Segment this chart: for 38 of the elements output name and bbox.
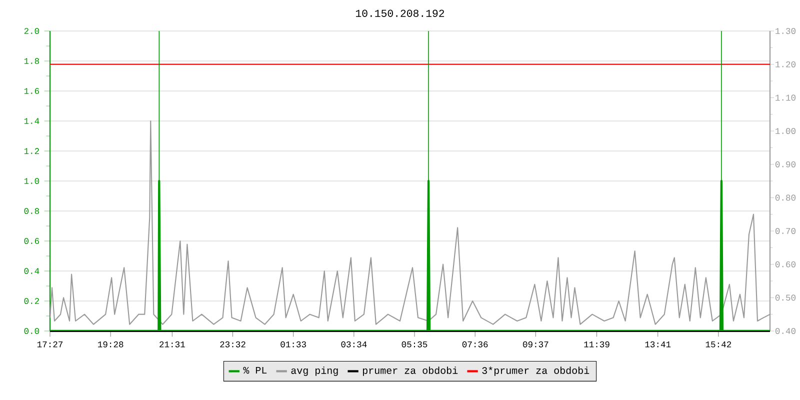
x-tick-label: 05:35 — [402, 341, 428, 348]
x-tick-label: 21:31 — [160, 341, 185, 348]
y-tick-label: 1.6 — [24, 88, 40, 94]
y2-tick-label: 0.80 — [775, 194, 796, 201]
legend-label: 3*prumer za obdobi — [482, 366, 590, 376]
y2-tick-label: 0.50 — [775, 294, 796, 301]
x-tick-label: 01:33 — [280, 341, 306, 348]
x-tick-label: 17:27 — [37, 341, 63, 348]
x-tick-label: 23:32 — [220, 341, 246, 348]
y2-tick-label: 0.70 — [775, 228, 796, 234]
legend-label: prumer za obdobi — [363, 366, 458, 376]
y2-tick-label: 1.20 — [776, 61, 796, 68]
x-tick-label: 09:37 — [523, 341, 548, 348]
y2-tick-label: 1.30 — [776, 28, 796, 34]
x-tick-label: 19:28 — [98, 341, 124, 348]
y-tick-label: 1.2 — [24, 148, 39, 154]
y2-tick-label: 0.60 — [775, 261, 796, 268]
y-tick-label: 0.4 — [24, 268, 40, 274]
y-tick-label: 0.8 — [24, 208, 40, 214]
legend-label: % PL — [243, 366, 267, 374]
x-tick-label: 11:39 — [584, 341, 610, 348]
x-tick-label: 13:41 — [645, 341, 671, 348]
y-tick-label: 1.4 — [24, 118, 40, 124]
y2-tick-label: 1.10 — [776, 94, 796, 101]
x-tick-label: 15:42 — [706, 341, 732, 348]
y-tick-label: 0.0 — [24, 328, 40, 334]
y-tick-label: 1.0 — [24, 178, 40, 184]
y-tick-label: 0.2 — [24, 298, 39, 304]
chart-title: 10.150.208.192 — [356, 10, 444, 17]
y-tick-label: 2.0 — [24, 28, 40, 34]
y-tick-label: 0.6 — [24, 238, 40, 244]
legend-label: avg ping — [291, 366, 338, 376]
x-tick-label: 07:36 — [462, 341, 488, 348]
y2-tick-label: 1.00 — [776, 128, 796, 134]
y-tick-label: 1.8 — [24, 58, 40, 64]
x-tick-label: 03:34 — [341, 341, 367, 348]
y2-tick-label: 0.40 — [775, 328, 796, 334]
y2-tick-label: 0.90 — [775, 161, 796, 168]
